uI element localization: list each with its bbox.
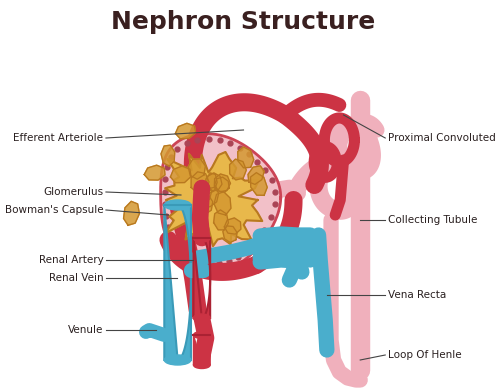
Ellipse shape [164, 200, 191, 210]
Ellipse shape [194, 361, 210, 368]
Text: Glomerulus: Glomerulus [44, 187, 104, 197]
Text: Renal Vein: Renal Vein [49, 273, 104, 283]
Polygon shape [164, 205, 191, 360]
Polygon shape [230, 159, 246, 180]
Polygon shape [214, 174, 230, 192]
Polygon shape [206, 173, 222, 191]
Polygon shape [248, 166, 264, 184]
Polygon shape [160, 134, 280, 268]
Text: Proximal Convoluted: Proximal Convoluted [388, 133, 496, 143]
Polygon shape [176, 123, 196, 138]
Polygon shape [197, 195, 212, 214]
Polygon shape [161, 145, 174, 166]
Polygon shape [188, 159, 206, 179]
Polygon shape [124, 202, 140, 225]
Polygon shape [214, 177, 229, 192]
Text: Renal Artery: Renal Artery [38, 255, 104, 265]
Text: Vena Recta: Vena Recta [388, 290, 446, 300]
Polygon shape [191, 172, 209, 193]
Polygon shape [165, 152, 262, 246]
Ellipse shape [194, 234, 210, 242]
Polygon shape [238, 147, 254, 168]
Ellipse shape [164, 355, 191, 365]
Text: Bowman's Capsule: Bowman's Capsule [5, 205, 103, 215]
Text: Collecting Tubule: Collecting Tubule [388, 215, 477, 225]
Polygon shape [170, 166, 191, 183]
Polygon shape [214, 192, 231, 215]
Polygon shape [194, 335, 210, 365]
Text: Nephron Structure: Nephron Structure [112, 10, 376, 34]
Polygon shape [144, 165, 165, 180]
Text: Loop Of Henle: Loop Of Henle [388, 350, 462, 360]
Text: Efferent Arteriole: Efferent Arteriole [14, 133, 104, 143]
Polygon shape [194, 238, 210, 318]
Polygon shape [195, 182, 212, 202]
Polygon shape [205, 173, 217, 193]
Ellipse shape [194, 314, 210, 322]
Polygon shape [223, 226, 237, 242]
Polygon shape [214, 210, 228, 230]
Text: Venule: Venule [68, 325, 104, 335]
Polygon shape [224, 218, 241, 234]
Ellipse shape [194, 331, 210, 338]
Polygon shape [250, 173, 267, 195]
Polygon shape [202, 187, 218, 207]
